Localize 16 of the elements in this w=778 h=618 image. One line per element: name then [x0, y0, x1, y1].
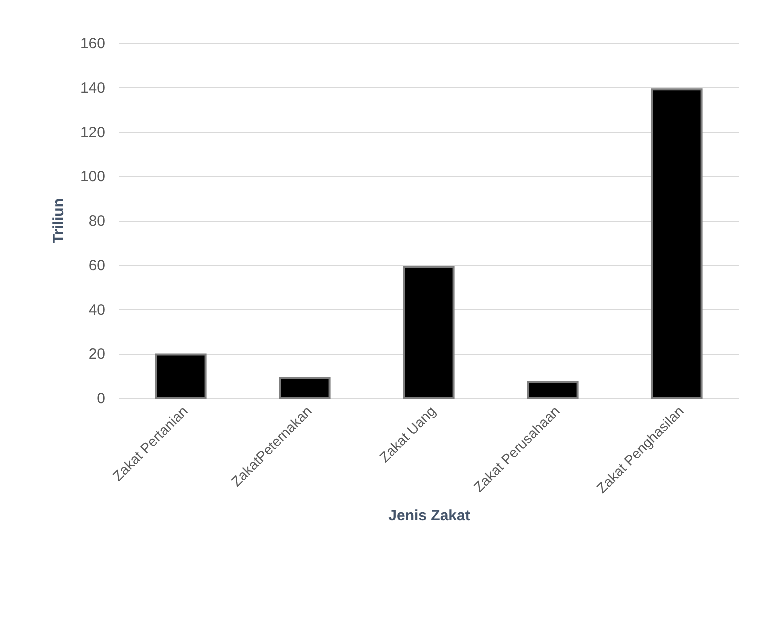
x-axis-title: Jenis Zakat — [388, 507, 470, 524]
y-axis-title: Triliun — [50, 198, 68, 244]
y-tick-label: 20 — [88, 346, 106, 364]
bar — [279, 377, 331, 399]
bar — [527, 381, 579, 399]
y-tick-label: 40 — [88, 302, 106, 319]
y-tick-label: 140 — [80, 80, 106, 97]
bar — [155, 354, 207, 399]
y-tick-label: 120 — [80, 124, 106, 142]
bar — [403, 266, 455, 399]
bar — [651, 88, 703, 399]
y-tick-label: 80 — [88, 213, 106, 230]
y-tick-label: 160 — [80, 36, 106, 52]
y-tick-label: 100 — [80, 168, 106, 186]
y-tick-label: 0 — [97, 390, 106, 408]
y-tick-label: 60 — [88, 257, 106, 274]
